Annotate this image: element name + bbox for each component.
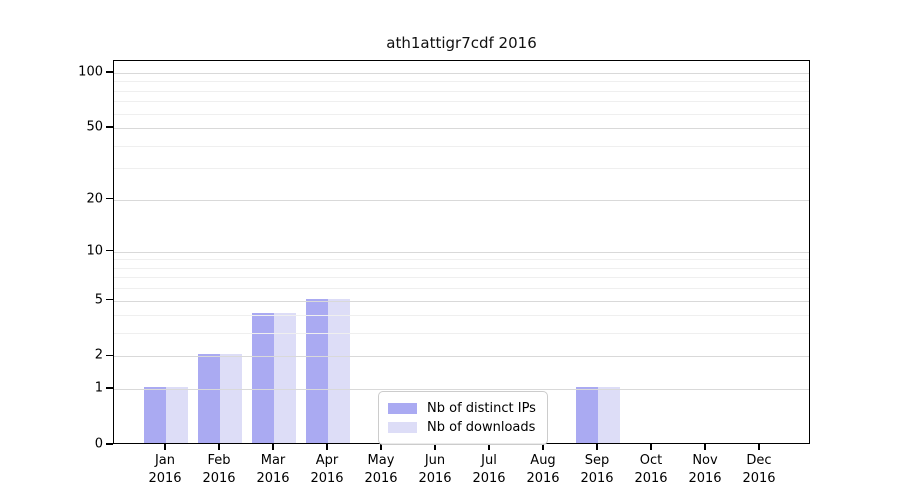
bar-mar-downloads [274,313,296,443]
minor-gridline [114,315,809,317]
minor-gridline [114,81,809,83]
legend-label: Nb of downloads [427,420,536,435]
y-tick-mark [106,387,113,389]
x-tick-mark [326,444,328,450]
bar-feb-downloads [220,354,242,443]
x-tick-label-dec: Dec 2016 [742,453,776,486]
bar-mar-distinct-ips [252,313,274,443]
x-tick-label-aug: Aug 2016 [526,453,560,486]
bar-feb-distinct-ips [198,354,220,443]
y-tick-mark [106,298,113,301]
y-tick-label: 10 [86,243,103,259]
x-tick-label-feb: Feb 2016 [202,453,236,486]
bar-apr-downloads [328,298,350,443]
chart-title: ath1attigr7cdf 2016 [386,34,537,52]
x-tick-mark [434,444,436,450]
y-tick-label: 50 [86,119,103,135]
legend-entry-distinct-ips: Nb of distinct IPs [388,399,537,418]
x-tick-mark [272,444,274,450]
x-tick-mark [758,444,760,450]
minor-gridline [114,90,809,92]
y-tick-label: 1 [94,380,103,396]
major-gridline [114,251,809,253]
y-tick-mark [106,249,113,252]
x-tick-mark [704,444,706,450]
minor-gridline [114,145,809,147]
bar-sep-downloads [598,387,620,443]
major-gridline [114,127,809,129]
minor-gridline [114,168,809,170]
y-tick-mark [106,71,113,73]
minor-gridline [114,288,809,290]
y-tick-mark [106,126,113,128]
bar-jan-distinct-ips [144,387,166,443]
major-gridline [114,356,809,358]
x-tick-mark [164,444,166,450]
major-gridline [114,72,809,74]
minor-gridline [114,277,809,279]
x-tick-label-mar: Mar 2016 [256,453,290,486]
x-tick-label-nov: Nov 2016 [688,453,722,486]
x-tick-mark [380,444,382,450]
y-tick-label: 5 [94,292,103,308]
y-tick-label: 0 [94,436,103,452]
x-tick-label-oct: Oct 2016 [634,453,668,486]
minor-gridline [114,101,809,103]
y-tick-label: 20 [86,191,103,206]
major-gridline [114,199,809,201]
downloads-swatch [388,422,417,433]
minor-gridline [114,333,809,335]
x-tick-mark [542,444,544,450]
y-tick-label: 2 [94,347,103,363]
x-tick-mark [218,444,220,450]
legend-label: Nb of distinct IPs [427,401,536,416]
legend: Nb of distinct IPs Nb of downloads [378,391,548,445]
legend-entry-downloads: Nb of downloads [388,418,537,437]
major-gridline [114,300,809,302]
y-tick-label: 100 [78,64,103,80]
x-tick-label-may: May 2016 [364,453,398,486]
plot-area: Nb of distinct IPs Nb of downloads [113,60,810,445]
major-gridline [114,389,809,391]
minor-gridline [114,259,809,261]
x-tick-mark [596,444,598,450]
distinct-ips-swatch [388,403,417,414]
x-tick-label-jan: Jan 2016 [148,453,182,486]
x-tick-label-jun: Jun 2016 [418,453,452,486]
x-tick-label-jul: Jul 2016 [472,453,506,486]
minor-gridline [114,113,809,115]
x-tick-mark [488,444,490,450]
y-tick-mark [106,354,113,357]
y-tick-mark [106,197,113,200]
y-tick-mark [106,443,113,445]
bar-apr-distinct-ips [306,298,328,443]
x-tick-mark [650,444,652,450]
bar-jan-downloads [166,387,188,443]
bar-sep-distinct-ips [576,387,598,443]
x-tick-label-sep: Sep 2016 [580,453,614,486]
x-tick-label-apr: Apr 2016 [310,453,344,486]
minor-gridline [114,267,809,269]
